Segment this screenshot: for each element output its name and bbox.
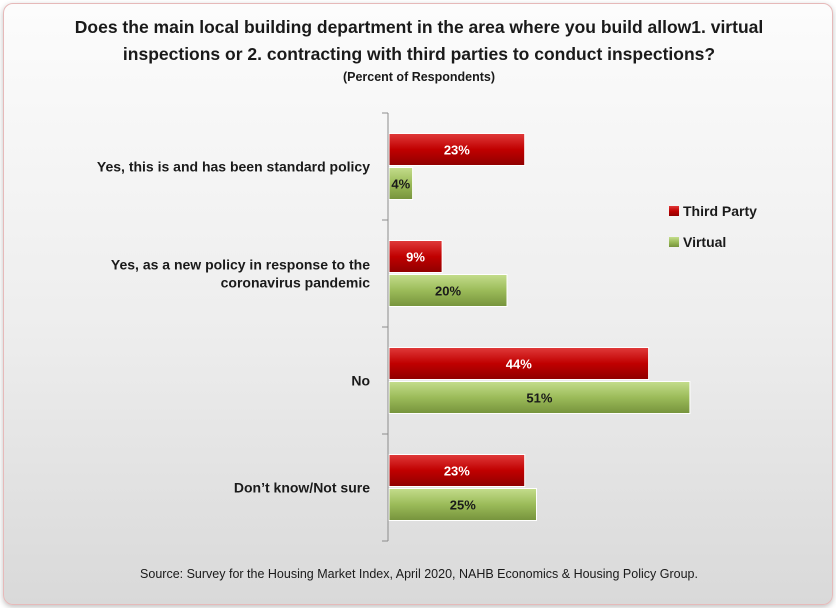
third-party-bar xyxy=(388,133,526,166)
category-label: coronavirus pandemic xyxy=(221,275,371,291)
category-label: Yes, this is and has been standard polic… xyxy=(97,159,370,175)
data-label: 44% xyxy=(506,357,532,372)
data-label: 9% xyxy=(406,250,425,265)
chart-subtitle: (Percent of Respondents) xyxy=(342,70,496,84)
chart-source: Source: Survey for the Housing Market In… xyxy=(140,567,698,581)
legend-entry: Third Party xyxy=(683,203,757,219)
category-label: Yes, as a new policy in response to the xyxy=(111,257,370,273)
third-party-bar xyxy=(388,454,526,487)
data-label: 4% xyxy=(391,177,410,192)
virtual-bar xyxy=(388,274,508,307)
virtual-bar xyxy=(388,381,691,414)
virtual-bar xyxy=(388,488,537,521)
data-label: 23% xyxy=(444,143,470,158)
data-label: 25% xyxy=(450,498,476,513)
chart-title: Does the main local building department … xyxy=(74,17,764,64)
data-label: 51% xyxy=(526,391,552,406)
category-label: Don’t know/Not sure xyxy=(234,480,370,496)
third-party-bar xyxy=(388,347,650,380)
legend-swatch xyxy=(669,237,679,247)
category-label: No xyxy=(351,373,370,389)
third-party-bar xyxy=(388,240,443,273)
data-label: 23% xyxy=(444,464,470,479)
virtual-bar xyxy=(388,167,414,200)
legend-entry: Virtual xyxy=(683,234,726,250)
legend-swatch xyxy=(669,206,679,216)
data-label: 20% xyxy=(435,284,461,299)
